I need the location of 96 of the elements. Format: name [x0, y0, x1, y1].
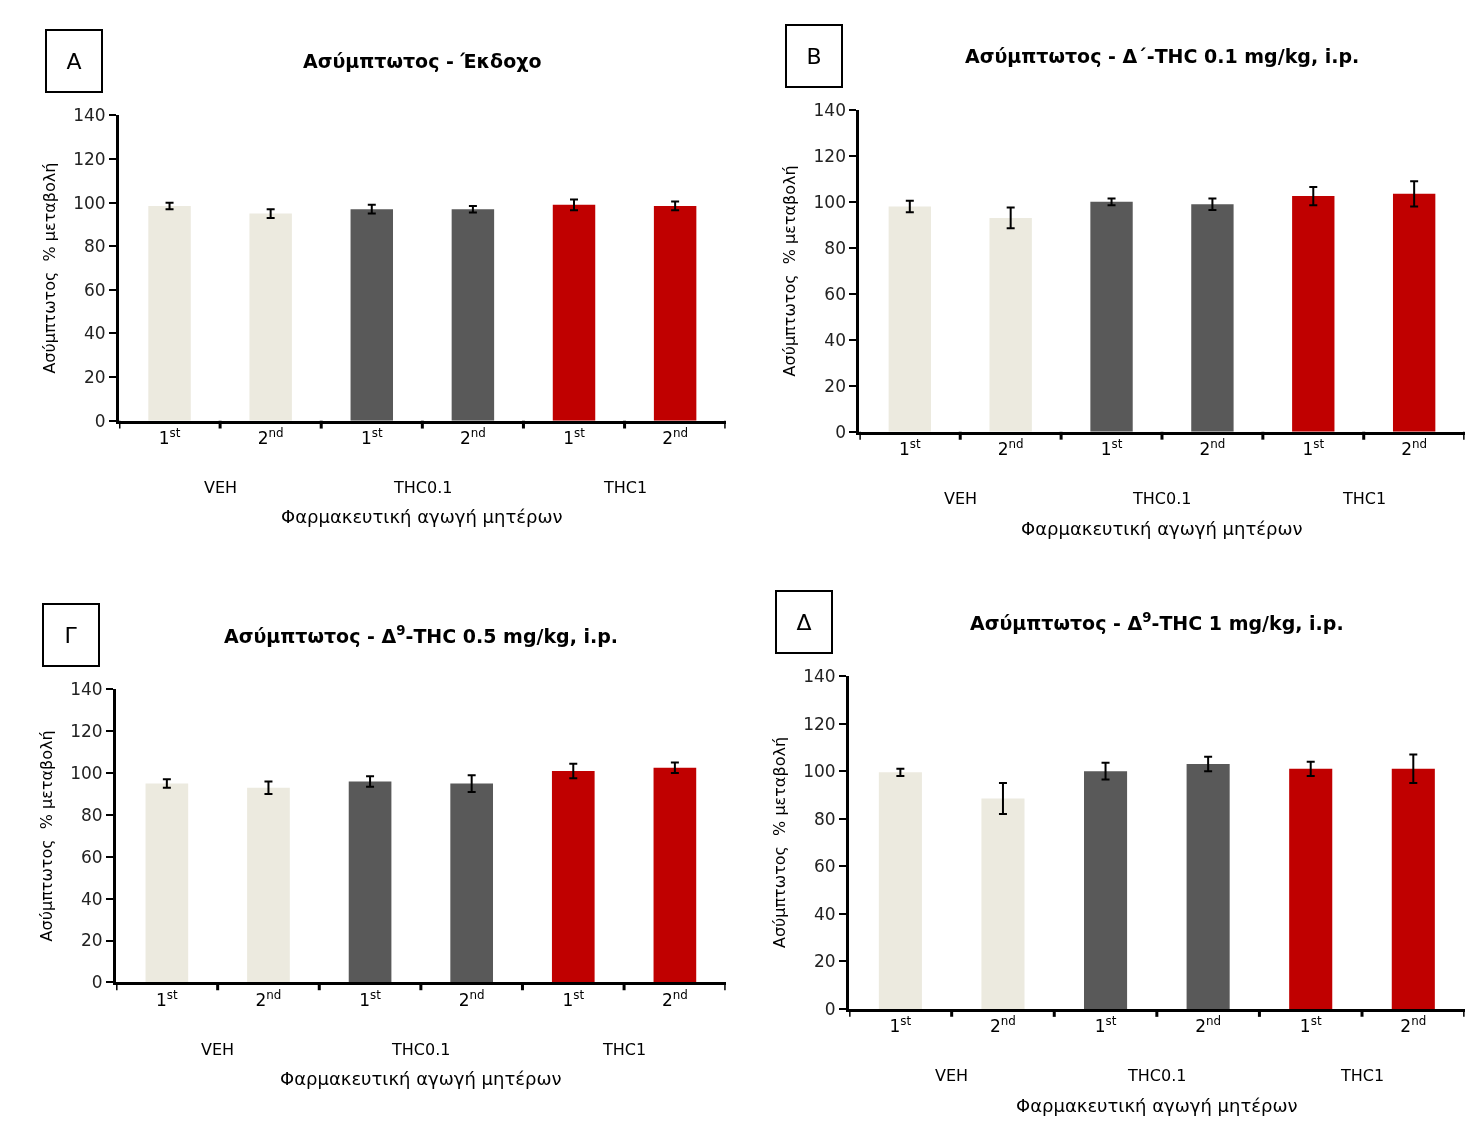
- y-tick-label: 0: [824, 998, 836, 1019]
- y-axis-title: Ασύμπτωτος % μεταβολή: [37, 730, 57, 942]
- text: THC0.1: [1132, 489, 1192, 508]
- x-tick-label: 2$^{nd}$: [1401, 437, 1428, 460]
- text: THC1: [603, 478, 648, 497]
- bar: [1186, 764, 1230, 1009]
- text: Γ: [64, 622, 78, 648]
- x-tick-label: 1$^{st}$: [1094, 1014, 1117, 1037]
- text: A: [66, 48, 82, 74]
- text: THC1: [1342, 489, 1387, 508]
- y-tick-label: 40: [824, 329, 846, 350]
- y-tick-label: 120: [803, 713, 836, 734]
- text: THC0.1: [1127, 1066, 1187, 1085]
- chart-title: Ασύμπτωτος - Δ´-THC 0.1 mg/kg, i.p.: [965, 45, 1360, 67]
- chart-title: Ασύμπτωτος - Δ$^{9}$-THC 0.5 mg/kg, i.p.: [224, 623, 619, 647]
- y-tick-label: 60: [81, 846, 103, 867]
- y-tick-label: 80: [81, 804, 103, 825]
- x-tick-label: 1$^{st}$: [1299, 1014, 1322, 1037]
- x-axis-title: Φαρμακευτική αγωγή μητέρων: [280, 1068, 562, 1089]
- x-tick-label: 1$^{st}$: [158, 425, 181, 449]
- bar: [1392, 193, 1436, 432]
- y-tick-label: 60: [83, 279, 106, 300]
- y-tick-label: 60: [814, 856, 836, 877]
- x-tick-label: 2$^{nd}$: [1400, 1014, 1427, 1037]
- y-tick-label: 20: [824, 375, 846, 396]
- x-tick-label: 2$^{nd}$: [459, 425, 486, 449]
- y-axis-title: Ασύμπτωτος % μεταβολή: [770, 736, 790, 949]
- x-tick-label: 1$^{st}$: [156, 987, 179, 1010]
- x-tick-label: 1$^{st}$: [359, 987, 382, 1010]
- text: B: [806, 43, 822, 69]
- text: VEH: [944, 489, 978, 508]
- x-tick-label: 2$^{nd}$: [1195, 1014, 1222, 1037]
- text: THC1: [602, 1040, 647, 1059]
- x-tick-label: 2$^{nd}$: [662, 425, 689, 449]
- bar: [1191, 204, 1234, 432]
- y-tick-label: 140: [813, 99, 846, 120]
- bar: [888, 206, 931, 432]
- y-axis-title: Ασύμπτωτος % μεταβολή: [780, 165, 800, 377]
- x-tick-label: 2$^{nd}$: [990, 1014, 1016, 1037]
- x-tick-label: 2$^{nd}$: [257, 425, 284, 449]
- x-axis-title: Φαρμακευτική αγωγή μητέρων: [1021, 518, 1303, 539]
- chart-title: Ασύμπτωτος - Δ$^{9}$-THC 1 mg/kg, i.p.: [970, 610, 1344, 634]
- text: THC0.1: [393, 478, 453, 497]
- x-tick-label: 1$^{st}$: [360, 425, 383, 449]
- y-tick-label: 20: [814, 951, 836, 972]
- bar: [1084, 771, 1128, 1009]
- x-axis-title: Φαρμακευτική αγωγή μητέρων: [1016, 1095, 1298, 1116]
- y-tick-label: 40: [83, 323, 106, 344]
- y-tick-label: 120: [73, 149, 106, 170]
- x-tick-label: 2$^{nd}$: [997, 437, 1024, 460]
- y-tick-label: 40: [814, 903, 836, 924]
- y-tick-label: 120: [813, 145, 846, 166]
- text: THC1: [1340, 1066, 1385, 1085]
- x-tick-label: 1$^{st}$: [1100, 437, 1123, 460]
- text: THC0.1: [391, 1040, 451, 1059]
- y-tick-label: 80: [824, 237, 846, 258]
- text: Δ: [796, 609, 812, 635]
- y-tick-label: 140: [803, 665, 836, 686]
- bar: [1391, 768, 1435, 1009]
- x-tick-label: 2$^{nd}$: [661, 987, 688, 1010]
- y-tick-label: 80: [83, 236, 106, 257]
- y-tick-label: 140: [73, 105, 106, 126]
- y-tick-label: 60: [824, 283, 846, 304]
- y-tick-label: 100: [813, 191, 846, 212]
- x-tick-label: 2$^{nd}$: [255, 987, 282, 1010]
- x-tick-label: 1$^{st}$: [898, 437, 921, 460]
- bar: [981, 798, 1025, 1009]
- x-axis-title: Φαρμακευτική αγωγή μητέρων: [281, 506, 563, 527]
- y-tick-label: 0: [94, 410, 106, 431]
- x-tick-label: 1$^{st}$: [1302, 437, 1325, 460]
- y-tick-label: 100: [73, 192, 106, 213]
- y-tick-label: 0: [91, 972, 103, 993]
- x-tick-label: 2$^{nd}$: [1199, 437, 1226, 460]
- y-tick-label: 140: [70, 679, 103, 700]
- x-tick-label: 1$^{st}$: [889, 1014, 912, 1037]
- y-tick-label: 100: [803, 761, 836, 782]
- text: VEH: [201, 1040, 235, 1059]
- y-tick-label: 120: [70, 721, 103, 742]
- text: VEH: [204, 478, 238, 497]
- bar: [989, 217, 1032, 432]
- y-axis-title: Ασύμπτωτος % μεταβολή: [40, 162, 60, 374]
- x-tick-label: 2$^{nd}$: [458, 987, 485, 1010]
- chart-title: Ασύμπτωτος - Έκδοχο: [303, 50, 542, 72]
- text: VEH: [935, 1066, 969, 1085]
- bar: [878, 772, 922, 1009]
- x-tick-label: 1$^{st}$: [562, 987, 585, 1010]
- x-tick-label: 1$^{st}$: [563, 425, 586, 449]
- y-tick-label: 40: [81, 888, 103, 909]
- y-tick-label: 100: [70, 763, 103, 783]
- bar: [1090, 201, 1133, 432]
- bar: [1289, 768, 1333, 1009]
- y-tick-label: 20: [83, 367, 106, 388]
- y-tick-label: 80: [814, 808, 836, 829]
- y-tick-label: 0: [835, 421, 846, 442]
- y-tick-label: 20: [81, 930, 103, 951]
- bar: [1292, 196, 1335, 432]
